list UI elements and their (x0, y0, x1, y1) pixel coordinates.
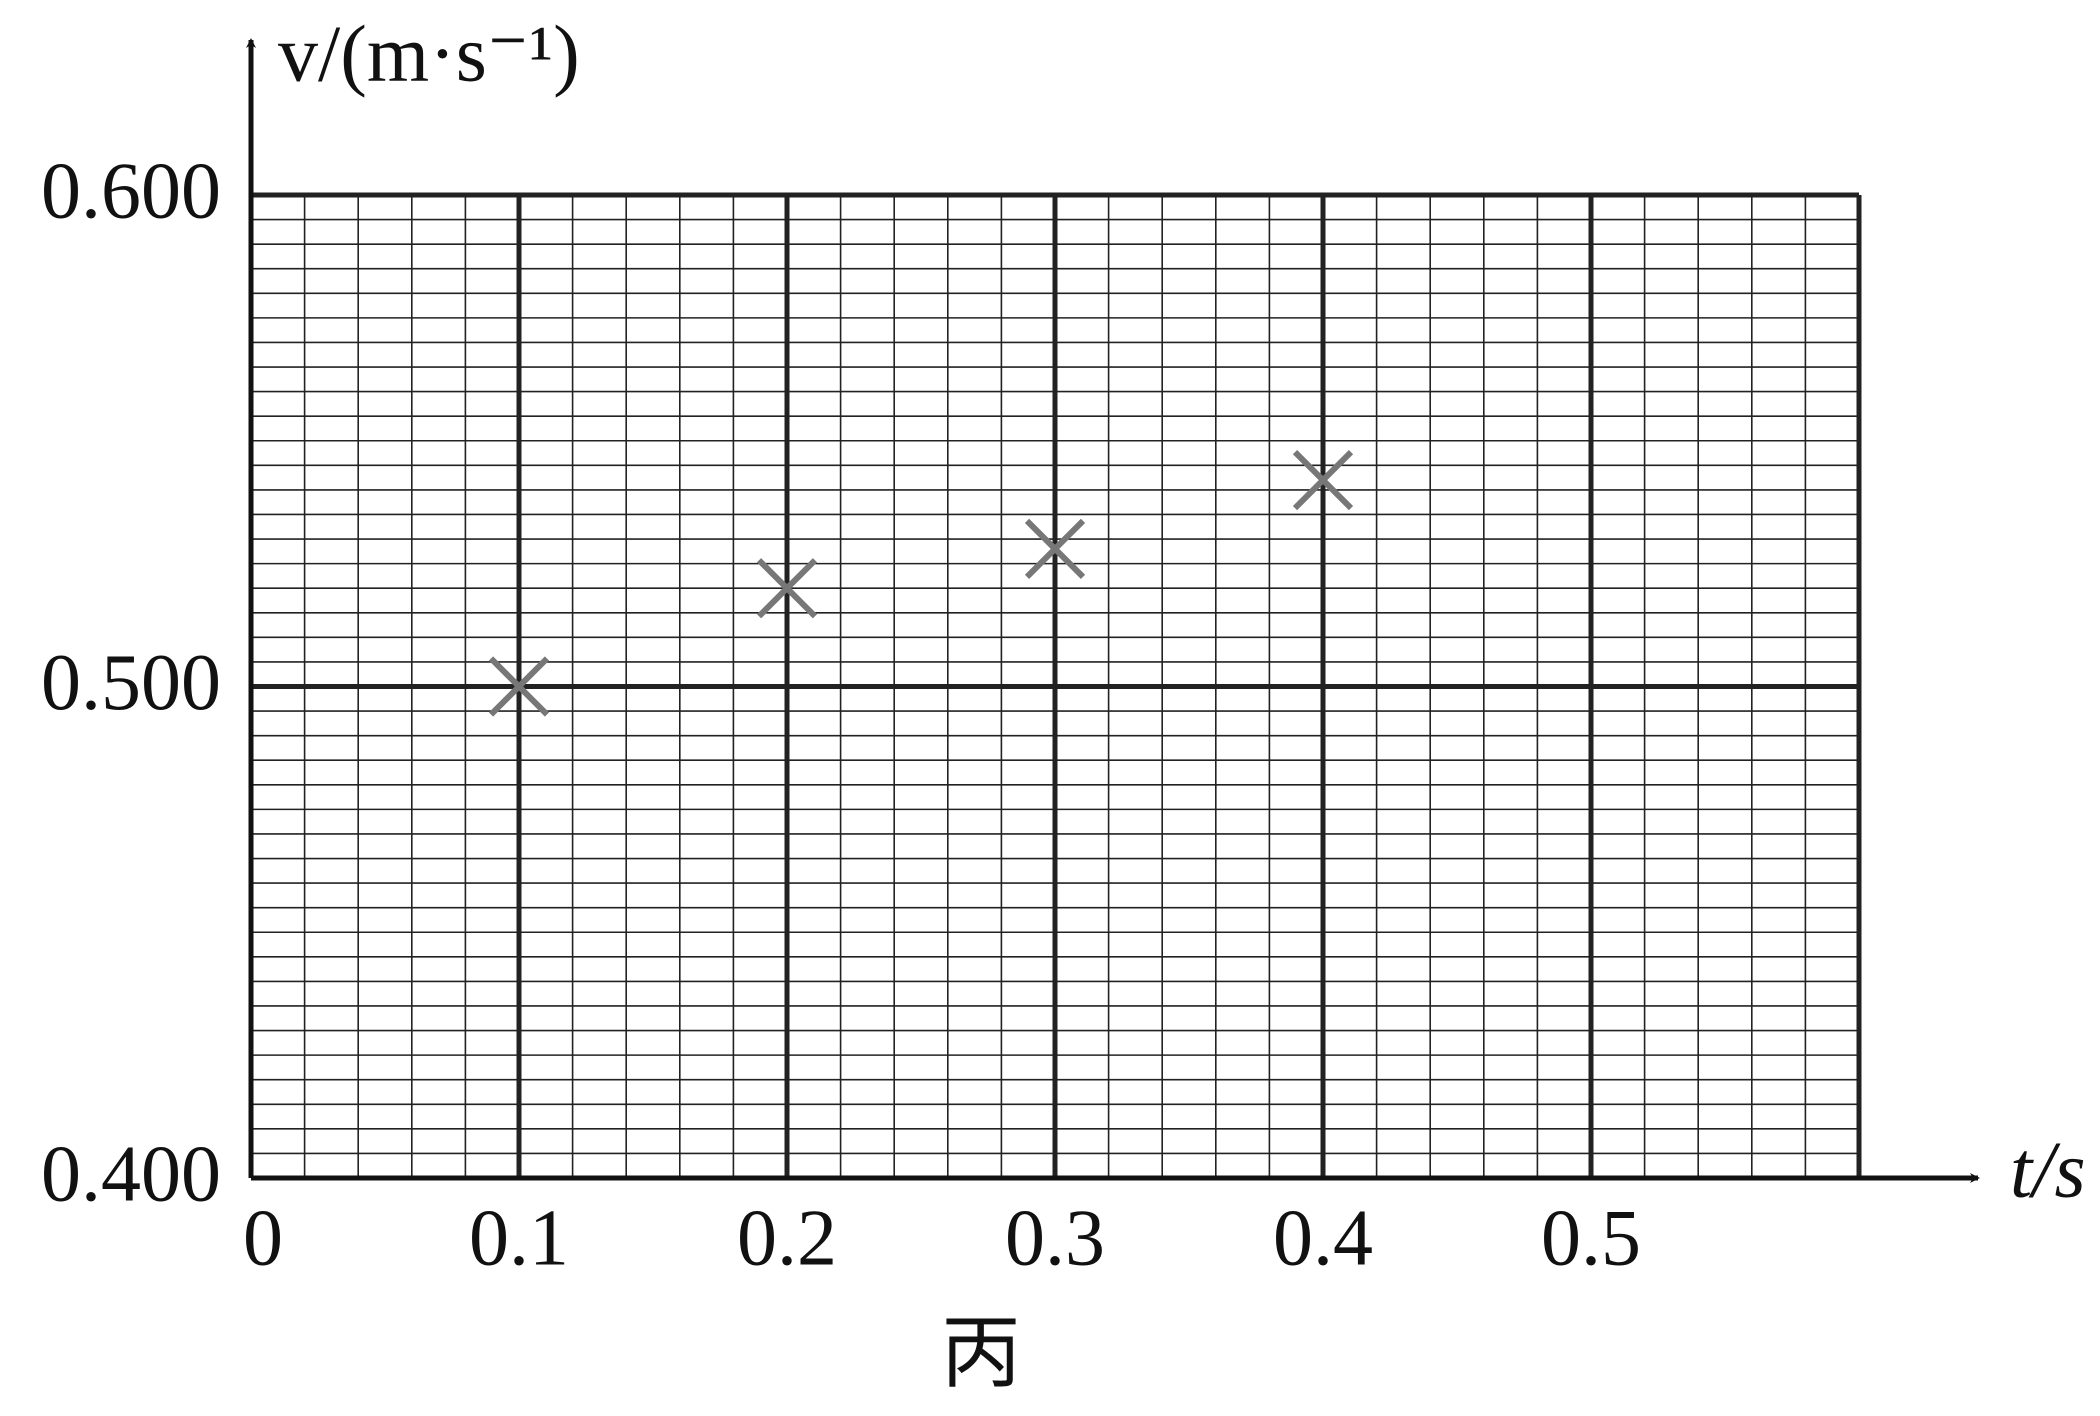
data-point (756, 558, 818, 619)
y-tick-label: 0.500 (41, 639, 221, 727)
data-point (488, 656, 550, 717)
data-point (1024, 518, 1086, 580)
x-tick-label: 0.4 (1273, 1194, 1373, 1282)
y-axis-label: v/(m·s⁻¹) (278, 10, 580, 98)
x-tick-label: 0.3 (1005, 1194, 1105, 1282)
y-tick-label: 0.600 (41, 147, 221, 235)
x-tick-label: 0.2 (737, 1194, 837, 1282)
y-tick-label: 0.400 (41, 1130, 221, 1218)
x-tick-label: 0.1 (469, 1194, 569, 1282)
caption: 丙 (941, 1310, 1021, 1398)
data-point (1292, 449, 1354, 511)
x-axis-label: t/s (2010, 1126, 2086, 1214)
x-tick-label: 0 (243, 1194, 283, 1282)
x-tick-label: 0.5 (1541, 1194, 1641, 1282)
